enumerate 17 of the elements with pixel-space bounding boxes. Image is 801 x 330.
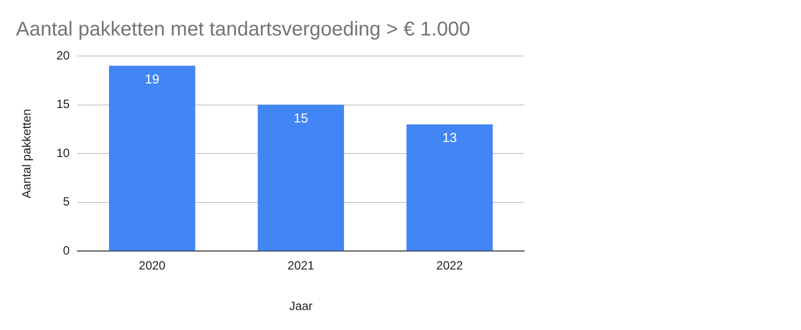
bar bbox=[406, 124, 493, 251]
x-axis-title: Jaar bbox=[289, 299, 313, 314]
chart-title: Aantal pakketten met tandartsvergoeding > € 1.000 bbox=[16, 18, 470, 41]
y-axis-title: Aantal pakketten bbox=[20, 108, 34, 198]
y-tick-label: 5 bbox=[63, 194, 70, 209]
y-tick-label: 10 bbox=[56, 146, 70, 160]
data-label: 19 bbox=[144, 71, 160, 86]
data-label: 13 bbox=[442, 130, 457, 145]
data-label: 15 bbox=[294, 110, 308, 126]
x-tick-label: 2021 bbox=[288, 258, 315, 273]
x-tick-label: 2022 bbox=[436, 258, 464, 273]
y-tick-label: 20 bbox=[56, 48, 70, 62]
x-tick-label: 2020 bbox=[138, 258, 166, 273]
y-tick-label: 15 bbox=[56, 97, 70, 112]
bar bbox=[108, 66, 196, 251]
y-tick-label: 0 bbox=[63, 244, 70, 258]
bar bbox=[258, 104, 344, 251]
